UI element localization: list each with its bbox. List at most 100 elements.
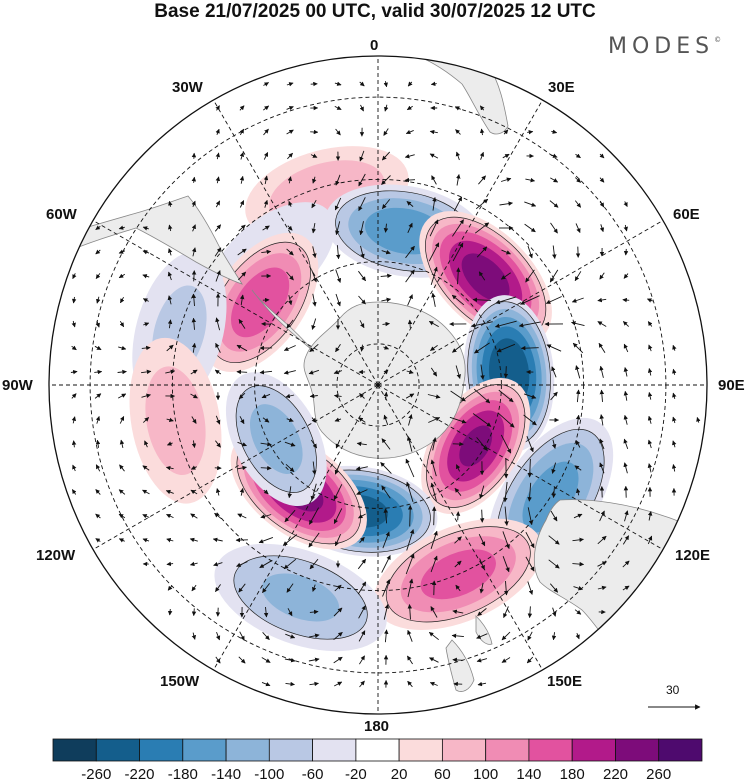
wind-vector — [407, 629, 413, 642]
colorbar-swatch — [52, 738, 97, 762]
wind-vector — [575, 414, 581, 425]
wind-vector — [355, 466, 368, 471]
wind-vector — [286, 106, 294, 111]
wind-vector — [624, 510, 629, 522]
wind-vector — [548, 559, 560, 569]
wind-vector — [166, 561, 174, 567]
wind-vector — [312, 461, 317, 475]
wind-vector — [431, 175, 437, 185]
wind-vector — [263, 151, 269, 160]
wind-vector — [430, 266, 438, 286]
wind-vector — [622, 560, 630, 568]
wind-vector — [383, 345, 390, 350]
wind-vector — [549, 269, 559, 283]
wind-vector — [672, 440, 677, 448]
colorbar-tick-label: 180 — [559, 766, 585, 783]
wind-vector — [575, 632, 580, 640]
colorbar-tick-label: 60 — [434, 766, 451, 783]
antarctica-landmass — [303, 301, 466, 459]
wind-vector — [432, 196, 437, 211]
wind-vector — [550, 391, 558, 401]
wind-vector — [407, 604, 413, 620]
wind-vector — [454, 106, 461, 111]
wind-vector — [527, 245, 533, 259]
wind-vector — [71, 296, 77, 304]
wind-vector — [118, 513, 126, 519]
colorbar-swatch — [182, 738, 227, 762]
wind-vector — [599, 200, 605, 208]
wind-vector — [215, 128, 220, 135]
meridian — [377, 384, 664, 550]
wind-vector — [309, 393, 318, 399]
wind-vector — [285, 393, 295, 399]
wind-vector — [452, 657, 464, 663]
latitude-circle — [336, 343, 420, 427]
wind-vector — [430, 482, 437, 502]
wind-vector — [95, 249, 101, 255]
wind-vector — [358, 295, 366, 305]
wind-vector — [623, 201, 628, 208]
wind-vector — [597, 585, 607, 591]
wind-vector — [167, 295, 173, 305]
label-lon-150e: 150E — [547, 673, 583, 690]
wind-vector — [335, 269, 342, 283]
wind-vector — [166, 344, 174, 352]
wind-vector — [95, 273, 101, 279]
wind-vector — [118, 249, 126, 254]
label-lon-90e: 90E — [718, 377, 745, 394]
wind-vector — [356, 489, 368, 495]
wind-vector — [286, 82, 294, 87]
wind-vector — [237, 248, 247, 256]
wind-vector — [334, 81, 342, 86]
wind-vector — [359, 221, 364, 236]
wind-vector — [456, 267, 461, 285]
wind-vector — [239, 294, 245, 306]
wind-vector — [381, 485, 391, 499]
wind-vector — [285, 681, 295, 687]
wind-vector — [283, 345, 296, 351]
wind-vector — [191, 247, 197, 257]
wind-vector — [287, 176, 293, 184]
wind-vector — [359, 320, 365, 329]
wind-vector — [333, 508, 343, 525]
wind-vector — [478, 271, 486, 281]
wind-vector — [259, 559, 273, 569]
colorbar-swatch — [139, 738, 184, 762]
wind-vector — [406, 369, 414, 374]
wind-vector — [501, 631, 511, 641]
wind-vector — [429, 129, 438, 135]
wind-vector — [551, 129, 558, 134]
wind-vector — [358, 513, 366, 519]
wind-vector — [574, 609, 582, 615]
wind-vector — [575, 488, 581, 496]
colorbar-tick-label: -260 — [81, 766, 112, 783]
wind-vector — [549, 583, 559, 593]
wind-vector — [499, 201, 513, 206]
wind-vector — [214, 369, 222, 375]
wind-vector — [405, 269, 415, 283]
antarctic-peninsula — [251, 289, 315, 353]
wind-vector — [258, 536, 274, 544]
map-boundary — [48, 55, 708, 715]
wind-vector — [191, 416, 197, 424]
wind-vector — [622, 535, 630, 545]
wind-vector — [119, 320, 125, 328]
wind-vector — [455, 129, 461, 135]
wind-vector — [239, 200, 245, 208]
wind-vector — [141, 345, 151, 351]
wind-vector — [239, 152, 245, 160]
wind-vector — [166, 538, 174, 543]
wind-vector — [406, 105, 413, 111]
wind-vector — [238, 583, 246, 593]
wind-vector — [598, 342, 606, 353]
wind-vector — [72, 273, 77, 280]
wind-vector — [359, 655, 365, 665]
wind-vector — [142, 226, 149, 231]
wind-vector — [312, 293, 317, 307]
wind-vector — [335, 439, 341, 449]
wind-vector — [141, 369, 152, 375]
wind-vector — [119, 415, 125, 424]
wind-vector — [380, 273, 392, 279]
wind-vector — [191, 176, 197, 183]
wind-vector — [95, 464, 101, 472]
